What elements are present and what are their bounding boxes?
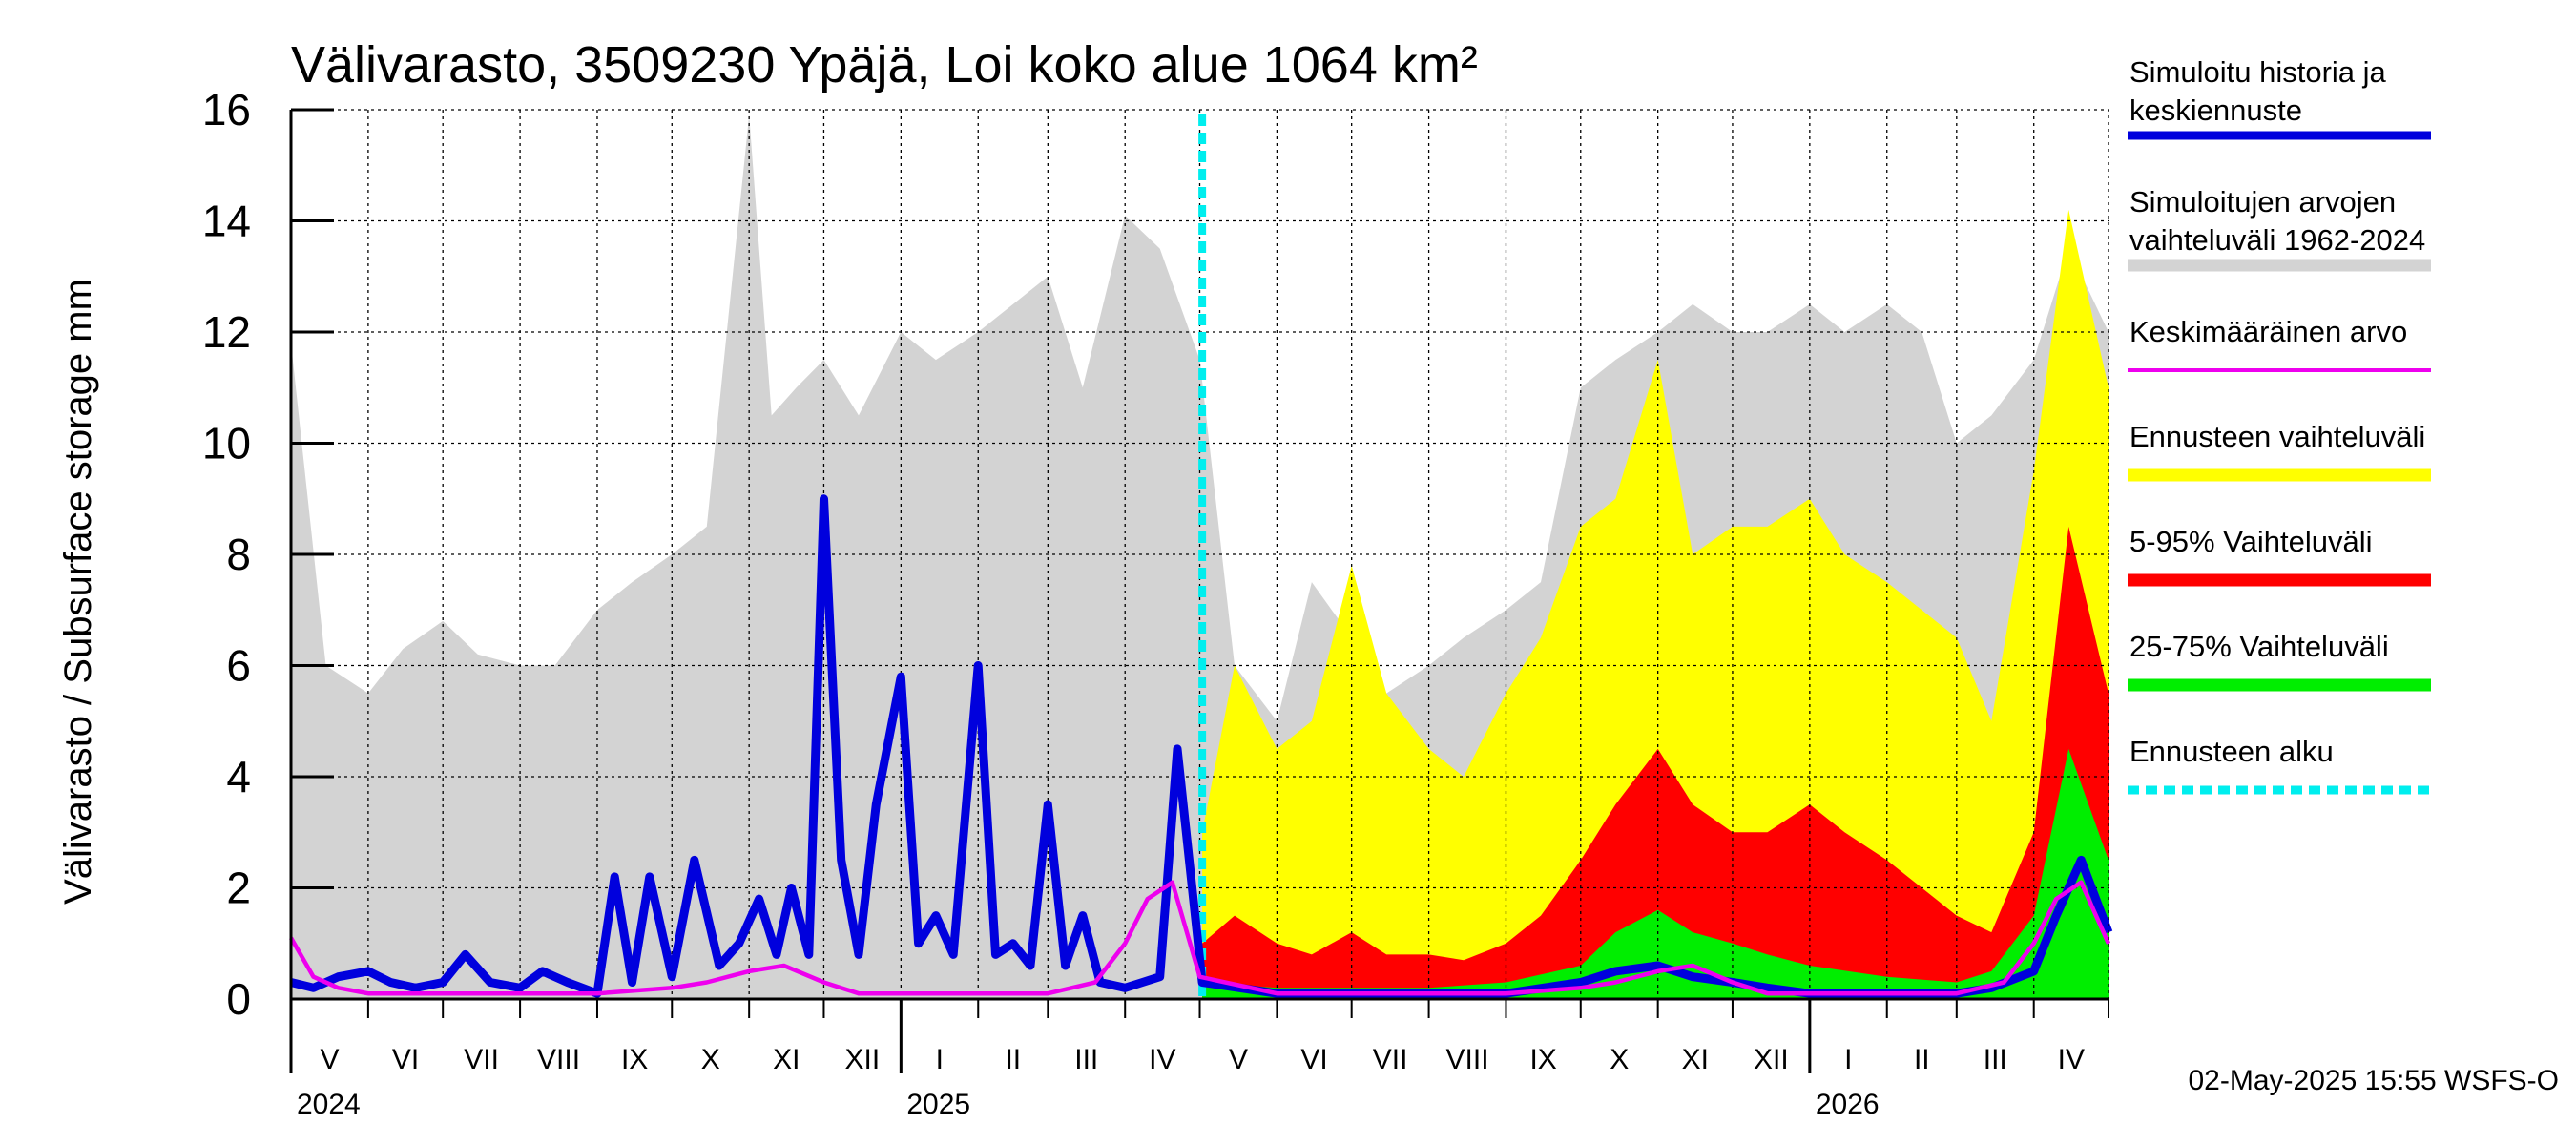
legend-text2-1: vaihteluväli 1962-2024: [2129, 223, 2425, 257]
month-label-3: VIII: [537, 1044, 580, 1075]
month-label-19: XII: [1754, 1044, 1789, 1075]
month-label-18: XI: [1682, 1044, 1709, 1075]
legend-text2-0: keskiennuste: [2129, 94, 2302, 127]
plot-lines: [289, 114, 2113, 999]
month-label-21: II: [1914, 1044, 1930, 1075]
y-tick-label-8: 16: [202, 85, 251, 135]
month-label-16: IX: [1529, 1044, 1556, 1075]
month-label-23: IV: [2058, 1044, 2085, 1075]
year-label-1: 2025: [906, 1089, 970, 1120]
legend-text-0: Simuloitu historia ja: [2129, 55, 2387, 89]
month-label-12: V: [1229, 1044, 1248, 1075]
month-label-2: VII: [464, 1044, 499, 1075]
legend-text-3: Ennusteen vaihteluväli: [2129, 420, 2425, 453]
month-label-17: X: [1610, 1044, 1629, 1075]
y-tick-label-6: 12: [202, 307, 251, 357]
legend-text-1: Simuloitujen arvojen: [2129, 185, 2396, 219]
month-label-4: IX: [621, 1044, 648, 1075]
month-label-7: XII: [845, 1044, 881, 1075]
month-label-0: V: [320, 1044, 339, 1075]
y-tick-label-7: 14: [202, 197, 251, 246]
series-line-4: [289, 494, 2113, 998]
month-label-6: XI: [773, 1044, 800, 1075]
month-label-11: IV: [1149, 1044, 1175, 1075]
year-label-2: 2026: [1816, 1089, 1880, 1120]
month-label-14: VII: [1373, 1044, 1408, 1075]
series-line-5: [289, 880, 2111, 996]
month-label-1: VI: [392, 1044, 419, 1075]
legend: Simuloitu historia ja keskiennuste Simuloi…: [2128, 55, 2431, 795]
x-axis-labels: V VI VII VIII IX X XI XII I II III IV V VI VII VIII IX X X…: [297, 1044, 2085, 1120]
month-label-5: X: [701, 1044, 720, 1075]
axes: [289, 108, 2109, 1073]
series-area-2: [1202, 526, 2109, 999]
y-tick-label-5: 10: [202, 419, 251, 468]
month-label-9: II: [1005, 1044, 1021, 1075]
month-label-15: VIII: [1446, 1044, 1489, 1075]
series-area-1: [1202, 209, 2109, 999]
month-label-13: VI: [1300, 1044, 1327, 1075]
y-tick-label-4: 8: [226, 530, 251, 579]
y-tick-label-1: 2: [226, 864, 251, 913]
month-label-10: III: [1074, 1044, 1098, 1075]
legend-text-5: 25-75% Vaihteluväli: [2129, 630, 2389, 663]
y-axis-labels: 0 2 4 6 8 10 12 14 16: [202, 85, 251, 1024]
y-tick-label-2: 4: [226, 752, 251, 802]
y-tick-label-3: 6: [226, 641, 251, 691]
legend-text-4: 5-95% Vaihteluväli: [2129, 525, 2372, 558]
y-tick-label-0: 0: [226, 974, 251, 1024]
month-label-20: I: [1844, 1044, 1852, 1075]
chart-title: Välivarasto, 3509230 Ypäjä, Loi koko alu…: [291, 36, 1478, 94]
month-label-8: I: [936, 1044, 944, 1075]
timestamp-footer: 02-May-2025 15:55 WSFS-O: [2189, 1065, 2560, 1096]
year-label-0: 2024: [297, 1089, 361, 1120]
y-axis-label: Välivarasto / Subsurface storage mm: [57, 279, 99, 905]
month-label-22: III: [1984, 1044, 2007, 1075]
legend-text-6: Ennusteen alku: [2129, 735, 2334, 768]
legend-text-2: Keskimääräinen arvo: [2129, 315, 2407, 348]
